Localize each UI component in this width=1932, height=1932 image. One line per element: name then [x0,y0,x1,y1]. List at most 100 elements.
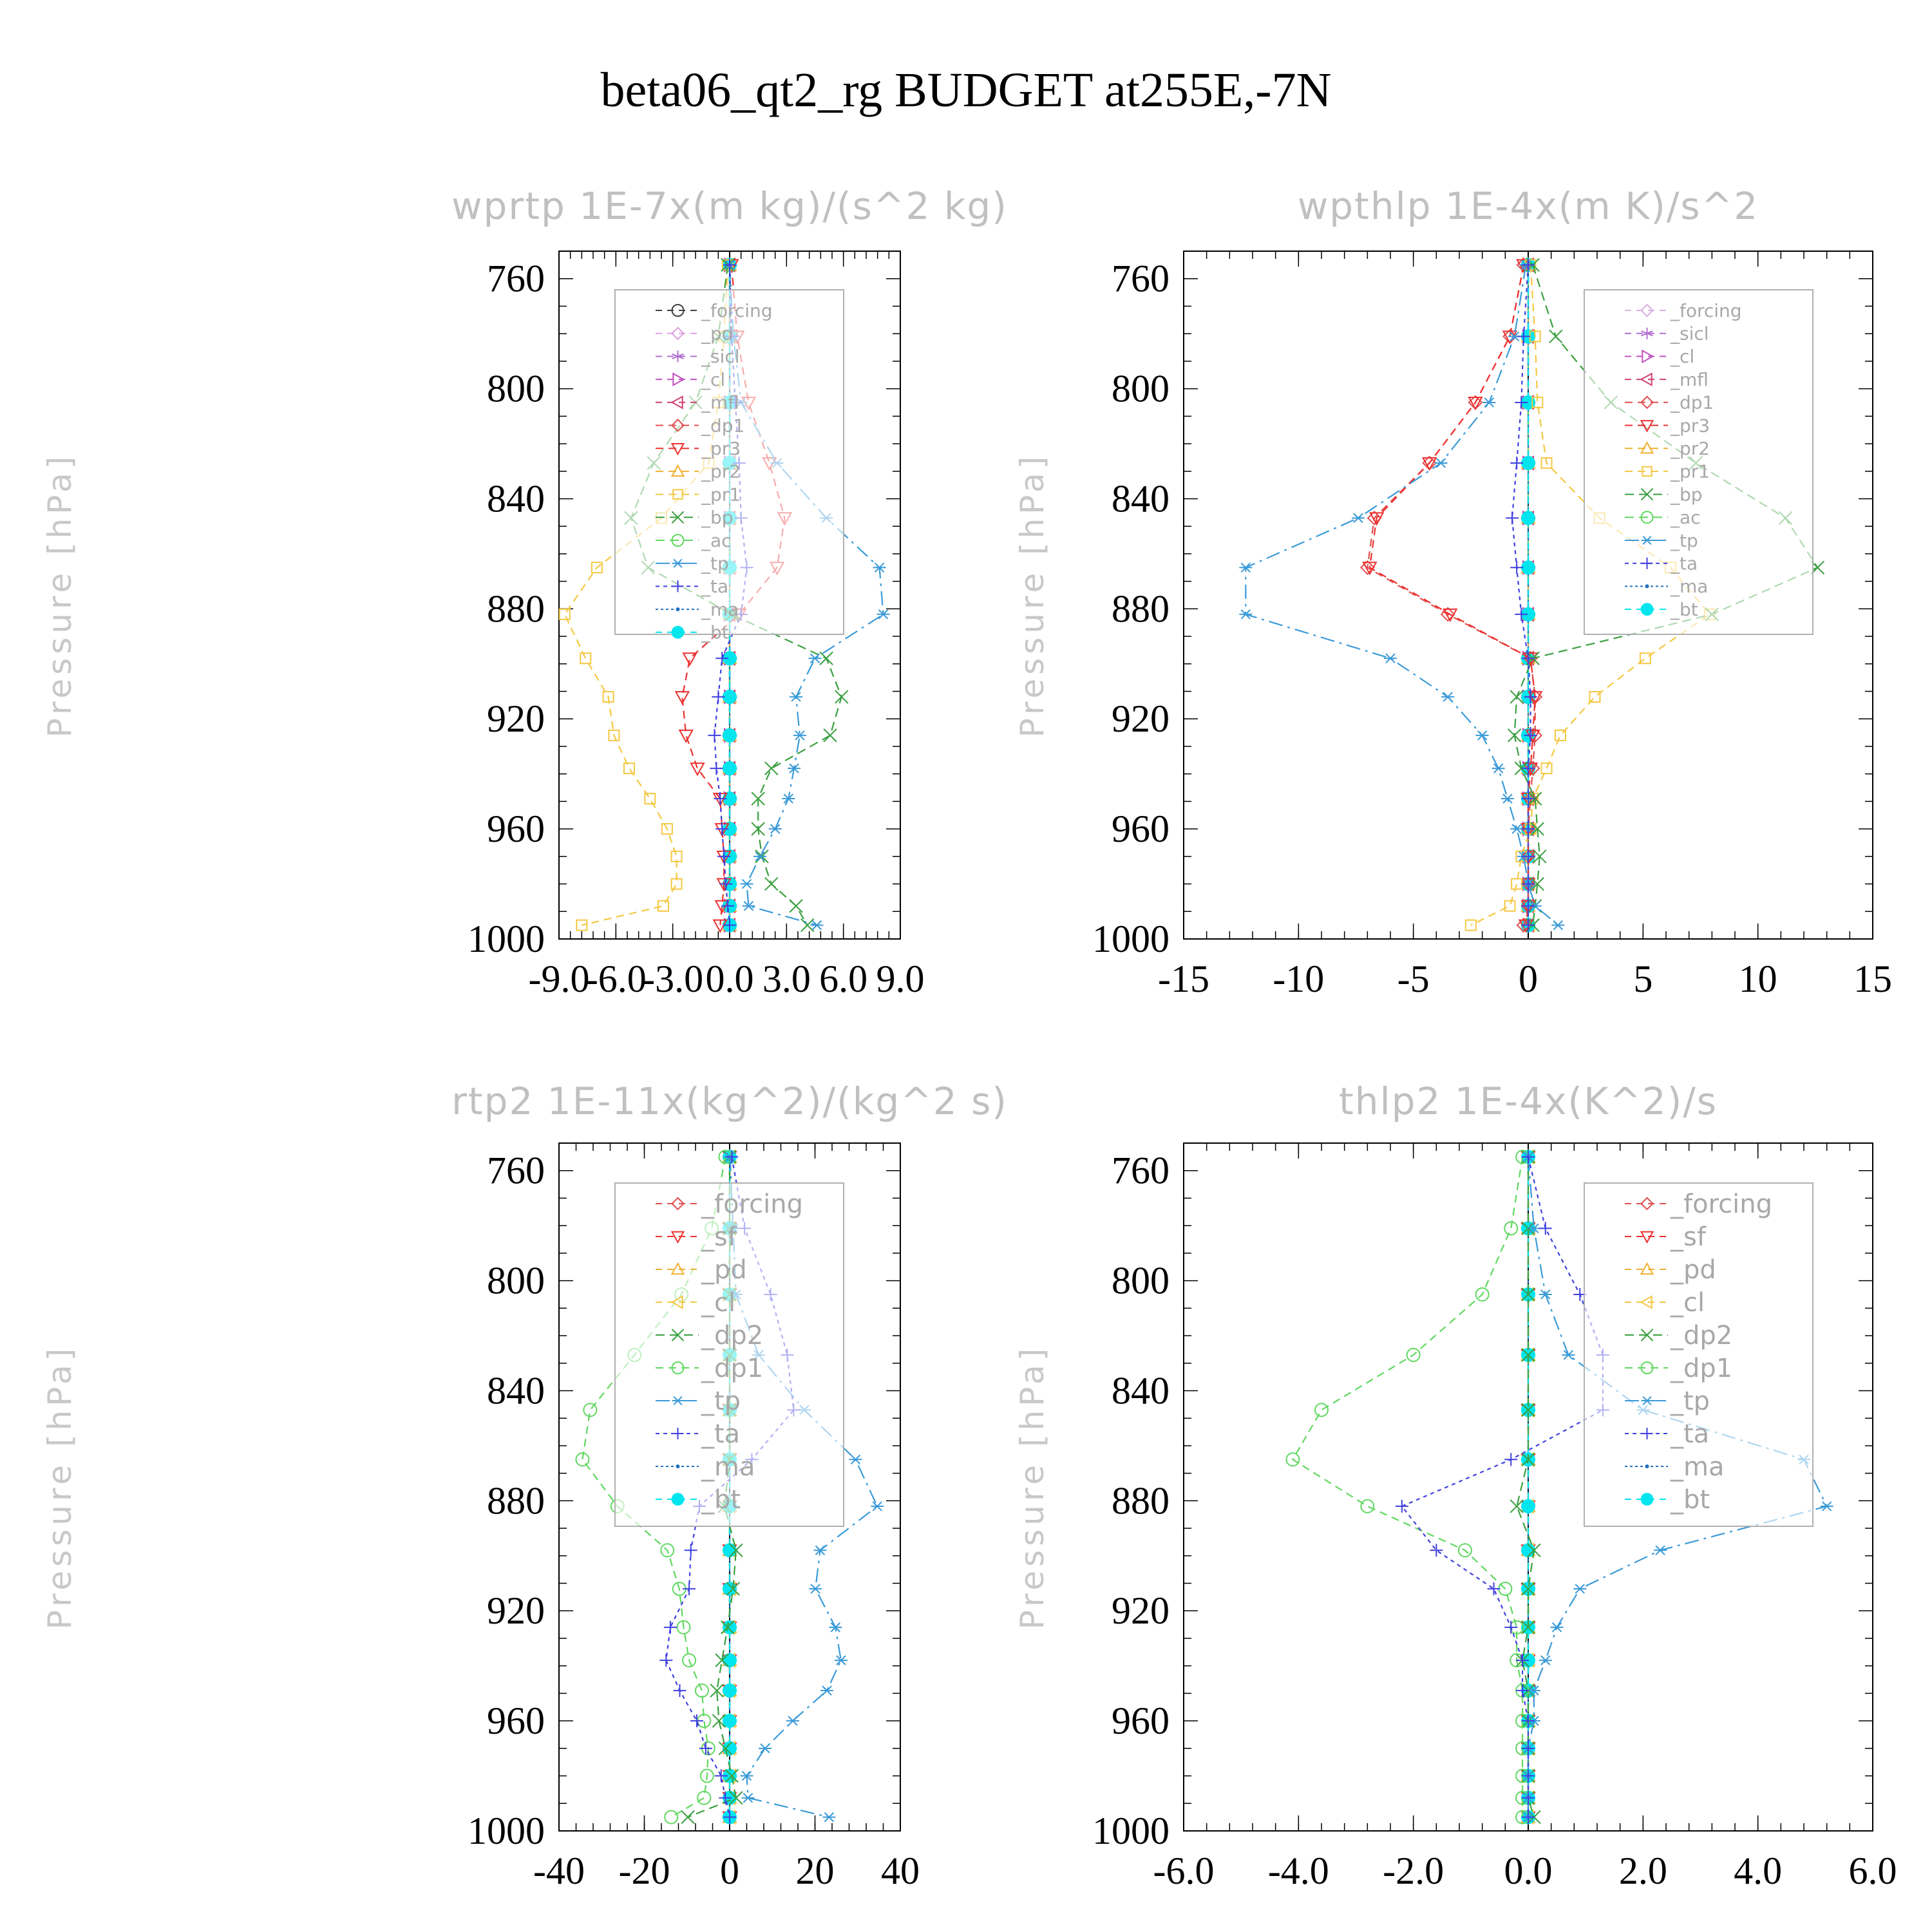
data-point [1521,1499,1535,1513]
data-point [1285,1452,1300,1467]
legend-marker [1640,511,1654,524]
legend-marker [671,511,685,524]
legend-label: _cl [1670,346,1694,367]
data-point [710,762,723,775]
data-point [871,1501,884,1511]
legend-marker [670,464,685,477]
data-point [1522,877,1535,891]
data-point [1522,1810,1535,1824]
y-axis-label: Pressure [hPa] [1014,453,1051,738]
panel-title: thlp2 1E-4x(K^2)/s [1339,1079,1718,1123]
y-tick-label: 1000 [468,1810,545,1852]
legend-marker [672,372,685,386]
x-tick-label: 40 [881,1850,920,1892]
data-point [1562,1350,1575,1360]
data-point [1522,762,1539,777]
data-point [1522,1150,1535,1164]
data-point [1504,900,1516,912]
data-point [602,691,614,703]
data-point [683,1582,696,1596]
data-point [873,562,886,573]
legend: _forcing_sf_pd_cl _dp2 _dp1 _tp _ta_ma_bt [614,1182,844,1527]
data-point [1521,560,1535,575]
data-point [1528,791,1542,806]
y-tick-label: 760 [487,258,545,300]
data-point [1533,849,1547,864]
y-tick-label: 920 [487,1589,545,1632]
data-point [1434,458,1448,468]
legend-marker [672,580,684,592]
legend-label: _ma [1670,1452,1724,1482]
legend-marker [1640,1197,1654,1211]
data-point [682,1653,697,1668]
data-point [1524,690,1537,704]
data-point [723,1768,737,1783]
legend-marker [1641,1396,1653,1406]
data-point [1549,329,1563,344]
panel-title: wprtp 1E-7x(m kg)/(s^2 kg) [451,184,1008,228]
data-point [723,1714,737,1728]
data-point [694,1683,709,1698]
legend-marker [671,1197,685,1211]
y-tick-label: 760 [487,1150,545,1192]
chart-panel-3: rtp2 1E-11x(kg^2)/(kg^2 s) Pressure [hPa]… [41,1079,1007,1892]
data-point [1539,1222,1552,1235]
data-point [1421,457,1437,471]
data-point [1510,1499,1524,1513]
data-point [1464,919,1477,931]
data-point [644,793,656,805]
data-point [1314,1403,1329,1417]
data-point [676,1620,691,1634]
x-tick-label: 15 [1853,958,1892,1000]
legend-marker [1642,466,1653,477]
x-tick-label: 5 [1633,958,1653,1000]
data-point [558,608,571,620]
data-point [670,850,683,862]
legend-marker [1640,1231,1654,1244]
data-point [725,1150,739,1164]
legend-label: _dp2 [1670,1321,1732,1350]
legend-marker [671,534,685,547]
data-point [1539,1289,1552,1300]
legend-label: _forcing [701,300,773,321]
data-point [1521,607,1535,621]
y-tick-label: 960 [487,808,545,850]
legend-label: _pr3 [1670,415,1710,436]
x-tick-label: 2.0 [1619,1850,1667,1892]
data-point [723,1620,737,1634]
data-point [712,1714,726,1728]
y-tick-label: 760 [1112,1150,1170,1192]
data-point [1504,1453,1518,1466]
legend-marker [1645,584,1649,589]
data-point [1522,1791,1535,1804]
y-tick-label: 880 [1112,1479,1170,1522]
legend-marker [670,443,685,456]
data-point [1510,561,1524,574]
data-point [829,1622,842,1633]
x-tick-label: 0 [720,1850,739,1892]
x-tick-label: -2.0 [1383,1850,1444,1892]
data-point [723,728,737,743]
x-tick-label: -9.0 [529,958,590,1000]
data-point [1530,822,1544,836]
legend-marker [672,1396,684,1406]
data-point [764,876,779,891]
data-point [699,1741,712,1755]
data-point [726,1582,741,1596]
legend-label: _pd [1670,1255,1716,1285]
legend-label: _cl [701,1288,735,1318]
data-point [729,1543,743,1557]
data-point [699,1768,714,1783]
y-tick-label: 800 [487,368,545,410]
legend-marker [1641,327,1653,339]
y-tick-label: 1000 [1092,918,1170,960]
data-point [690,1714,703,1728]
data-point [1501,793,1514,804]
data-point [708,728,721,742]
data-point [751,791,765,806]
data-point [1510,824,1524,834]
data-point [741,1793,755,1803]
data-point [813,1545,827,1555]
data-point [1589,691,1601,703]
